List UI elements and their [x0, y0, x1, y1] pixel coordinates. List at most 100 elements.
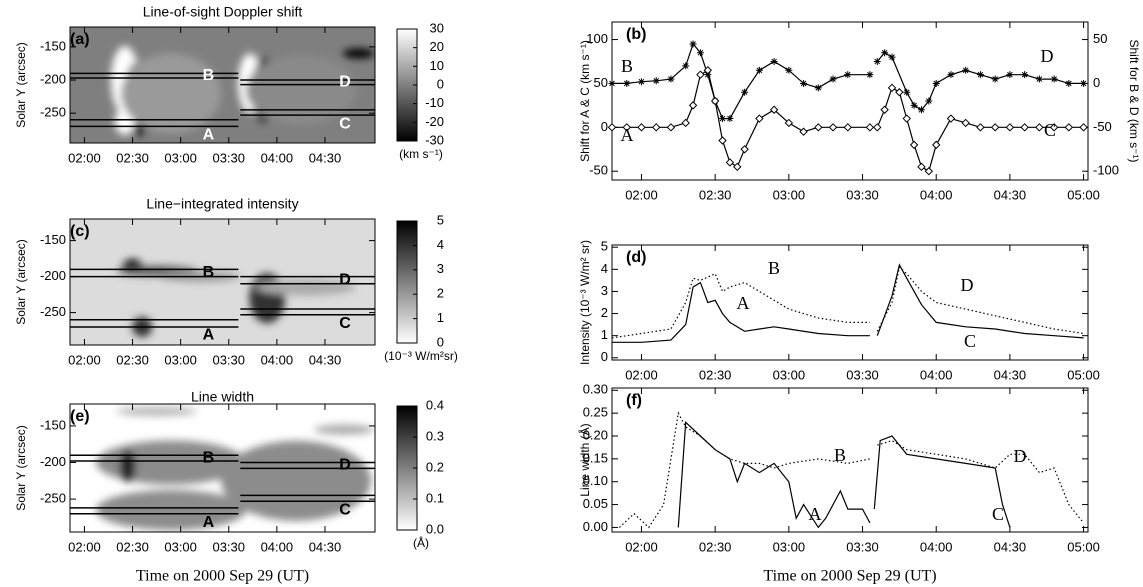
series-marker [784, 118, 794, 128]
series-marker [1049, 123, 1059, 132]
series-marker [718, 136, 727, 145]
series-marker [681, 118, 690, 128]
series-marker [1006, 71, 1014, 79]
series-label: B [834, 445, 846, 465]
series-marker [689, 40, 697, 48]
colorbar-tick-label: 20 [430, 39, 444, 54]
series-marker [607, 123, 617, 132]
x-tick-label: 04:30 [994, 367, 1027, 382]
series-marker [946, 114, 956, 123]
series-marker [770, 58, 778, 65]
series-label: C [964, 331, 976, 351]
series-marker [622, 123, 631, 132]
series-marker [652, 123, 661, 132]
x-axis-label: Time on 2000 Sep 29 (UT) [763, 568, 936, 585]
axes-frame [611, 387, 1089, 533]
y-axis-label: Line width (Å) [577, 423, 592, 496]
x-axis-label: Time on 2000 Sep 29 (UT) [136, 568, 309, 585]
series-marker [1079, 123, 1088, 132]
series-marker [903, 88, 911, 96]
y-tick-label: 1 [601, 327, 608, 342]
panel: (d) 02:00 02:30 03:00 03:30 04:00 04:30 05:00 0 1… [578, 239, 1100, 383]
region-label: B [203, 449, 215, 466]
series-marker [887, 83, 897, 93]
y-tick-label: -200 [40, 454, 66, 469]
y-tick-label: 0.20 [583, 427, 608, 442]
series-marker [880, 105, 889, 114]
series-marker [1050, 75, 1058, 83]
colorbar-tick-label: 0.0 [426, 521, 444, 536]
series-marker [688, 101, 698, 110]
series-marker [637, 78, 645, 86]
x-tick-label: 02:30 [699, 187, 732, 202]
x-tick-label: 04:30 [309, 150, 342, 165]
y-tick-label: 50 [594, 75, 608, 90]
panel: Line−integrated intensity B A D C 0 1 2 3 4 5 (10⁻³… [14, 196, 458, 368]
x-tick-label: 04:00 [920, 367, 953, 382]
y-tick-label: 0.00 [583, 519, 608, 534]
x-tick-label: 03:30 [846, 187, 879, 202]
x-tick-label: 02:30 [116, 352, 149, 367]
y-tick-label: -150 [40, 417, 66, 432]
colorbar-tick-label: 0.3 [426, 428, 444, 443]
x-tick-label: 05:00 [1067, 539, 1100, 554]
series-marker [733, 162, 742, 172]
y2-tick-label: -100 [1093, 163, 1119, 178]
series-marker [932, 140, 941, 150]
x-tick-label: 02:00 [68, 539, 101, 554]
region-label: A [203, 514, 215, 531]
series-label: A [737, 293, 750, 313]
series-marker [828, 123, 838, 132]
series-marker [741, 88, 749, 96]
series-marker [667, 75, 675, 83]
panel-label: (b) [626, 26, 646, 43]
series-label: A [809, 504, 822, 524]
image-feature [96, 490, 247, 531]
region-label: B [203, 264, 215, 281]
colorbar-tick-label: 1 [437, 310, 444, 325]
x-tick-label: 03:30 [212, 352, 245, 367]
colorbar-tick-label: 0 [437, 76, 444, 91]
region-label: D [339, 271, 351, 288]
series-marker [976, 123, 985, 132]
series-marker [769, 105, 779, 114]
series-marker [873, 58, 881, 65]
x-tick-label: 04:00 [920, 187, 953, 202]
y-tick-label: 2 [601, 305, 608, 320]
axes-frame [69, 218, 376, 346]
region-label: B [203, 67, 215, 84]
x-tick-label: 03:00 [164, 352, 197, 367]
x-tick-label: 04:30 [994, 187, 1027, 202]
image-feature [342, 48, 375, 59]
series-marker [1065, 79, 1073, 87]
series-label: C [1044, 120, 1056, 140]
y-axis-label: Solar Y (arcsec) [14, 425, 28, 511]
y-tick-label: 0 [601, 349, 608, 364]
series-marker [703, 66, 712, 75]
y2-tick-label: -50 [1093, 119, 1112, 134]
series-marker [1005, 123, 1015, 132]
series-marker [608, 79, 616, 87]
region-label: D [339, 457, 351, 474]
series-marker [719, 115, 727, 123]
series-marker [881, 49, 889, 57]
x-tick-label: 03:30 [212, 539, 245, 554]
colorbar-tick-label: 0.1 [426, 490, 444, 505]
axes-frame [69, 403, 376, 533]
series-marker [924, 167, 934, 176]
series-marker [917, 162, 926, 172]
series-marker [873, 123, 882, 132]
region-label: C [339, 315, 351, 332]
series-marker [843, 123, 852, 132]
series-line [611, 273, 870, 339]
series-marker [755, 114, 764, 123]
y-tick-label: -150 [40, 232, 66, 247]
series-marker [1035, 75, 1043, 83]
x-tick-label: 04:30 [994, 539, 1027, 554]
image-feature [121, 53, 222, 134]
x-tick-label: 03:00 [164, 539, 197, 554]
region-label: A [203, 327, 215, 344]
x-tick-label: 02:30 [699, 539, 732, 554]
y-tick-label: -200 [40, 268, 66, 283]
